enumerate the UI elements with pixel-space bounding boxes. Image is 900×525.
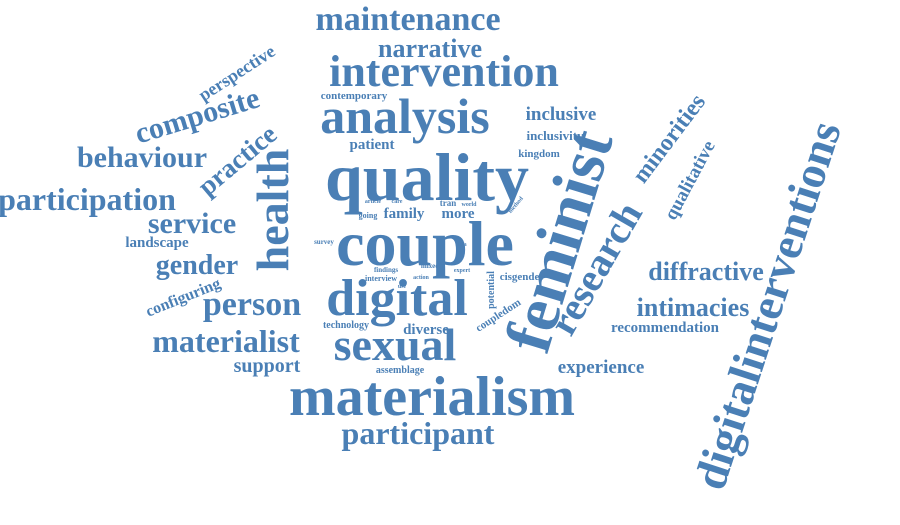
word-support: support bbox=[234, 355, 301, 377]
word-intimacies: intimacies bbox=[637, 293, 750, 322]
word-cisgender: cisgender bbox=[500, 271, 545, 283]
word-care: care bbox=[392, 199, 403, 205]
word-data: data bbox=[455, 242, 466, 248]
word-narrative: narrative bbox=[378, 34, 482, 63]
word-world: world bbox=[462, 202, 478, 208]
word-sexual: sexual bbox=[334, 319, 457, 370]
word-more: more bbox=[441, 206, 474, 222]
word-participation: participation bbox=[0, 181, 176, 217]
word-patient: patient bbox=[350, 137, 395, 153]
word-use: use bbox=[398, 284, 407, 290]
word-participant: participant bbox=[342, 415, 495, 451]
word-assemblage: assemblage bbox=[376, 365, 425, 376]
word-digital: digital bbox=[326, 270, 468, 327]
word-action: action bbox=[413, 275, 429, 281]
word-experience: experience bbox=[558, 357, 645, 378]
word-family: family bbox=[384, 206, 425, 222]
word-intervention: intervention bbox=[329, 47, 559, 96]
word-survey: survey bbox=[314, 238, 334, 246]
word-maintenance: maintenance bbox=[315, 1, 500, 38]
word-kingdom: kingdom bbox=[518, 148, 560, 160]
word-expert: expert bbox=[454, 268, 470, 274]
word-contemporary: contemporary bbox=[321, 90, 388, 102]
word-landscape: landscape bbox=[125, 235, 189, 251]
word-going: going bbox=[359, 211, 378, 220]
word-service: service bbox=[148, 207, 236, 240]
word-health: health bbox=[247, 149, 298, 272]
word-inclusive: inclusive bbox=[526, 104, 597, 125]
word-person: person bbox=[203, 286, 301, 323]
word-findings: findings bbox=[374, 266, 398, 274]
word-gender: gender bbox=[156, 250, 238, 281]
word-inclusivity: inclusivity bbox=[526, 128, 584, 143]
word-article: article bbox=[365, 199, 382, 205]
word-recommendation: recommendation bbox=[611, 320, 720, 336]
word-potential: potential bbox=[486, 271, 497, 309]
word-diffractive: diffractive bbox=[648, 257, 764, 286]
word-materialist: materialist bbox=[152, 323, 300, 359]
word-tran: tran bbox=[440, 198, 457, 208]
word-analysis: analysis bbox=[320, 88, 490, 144]
word-diverse: diverse bbox=[403, 322, 449, 338]
word-technology: technology bbox=[323, 320, 369, 331]
word-materialism: materialism bbox=[289, 366, 575, 428]
word-interview: interview bbox=[365, 274, 397, 283]
word-couple: couple bbox=[336, 208, 514, 279]
word-quality: quality bbox=[325, 139, 529, 215]
word-mixed: mixed bbox=[421, 262, 439, 270]
word-behaviour: behaviour bbox=[77, 141, 207, 174]
